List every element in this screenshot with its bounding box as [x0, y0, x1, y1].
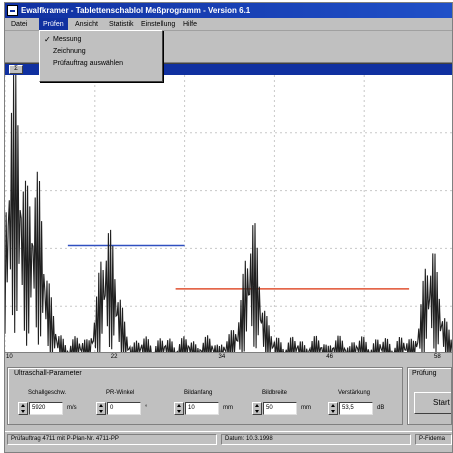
- start-button[interactable]: Start: [414, 392, 451, 414]
- param-value-field[interactable]: 5920: [29, 402, 63, 415]
- x-axis-strip: 10 22 34 46 58: [5, 352, 452, 364]
- menu-statistik[interactable]: Statistik: [109, 21, 134, 28]
- parameters-title: Ultraschall-Parameter: [14, 370, 82, 377]
- menu-pruefen[interactable]: Prüfen: [39, 18, 68, 31]
- spinner-arrows-icon[interactable]: [252, 402, 262, 415]
- app-icon[interactable]: [7, 5, 18, 16]
- ultrasound-signal-plot: [5, 75, 452, 364]
- param-3: Bildbreite 50 mm: [252, 390, 322, 420]
- param-unit: °: [145, 405, 148, 411]
- param-unit: m/s: [67, 405, 77, 411]
- x-tick-label: 58: [434, 354, 441, 360]
- dropdown-item-label: Prüfauftrag auswählen: [53, 60, 124, 67]
- plot-markers: [67, 244, 410, 290]
- x-tick-label: 22: [110, 354, 118, 360]
- param-0: Schallgeschw. 5920 m/s: [18, 390, 88, 420]
- menu-einstellung[interactable]: Einstellung: [141, 21, 176, 28]
- param-unit: mm: [301, 405, 311, 411]
- status-bar: Prüfauftrag 4711 mit P-Plan-Nr. 4711-PP …: [5, 431, 452, 446]
- param-label: Bildanfang: [184, 390, 213, 396]
- window-title: Ewalfkramer - Tablettenschablol Meßprogr…: [21, 6, 251, 15]
- spinner-arrows-icon[interactable]: [18, 402, 28, 415]
- param-label: Bildbreite: [262, 390, 288, 396]
- param-4: Verstärkung 53,5 dB: [328, 390, 398, 420]
- title-bar[interactable]: Ewalfkramer - Tablettenschablol Meßprogr…: [5, 3, 452, 18]
- menu-datei[interactable]: Datei: [11, 21, 28, 28]
- param-2: Bildanfang 10 mm: [174, 390, 244, 420]
- pruefung-title: Prüfung: [412, 370, 437, 377]
- ultrasound-parameters-panel: Ultraschall-Parameter Schallgeschw. 5920 m…: [7, 367, 403, 425]
- dropdown-item-pruefauftrag[interactable]: Prüfauftrag auswählen: [42, 58, 160, 69]
- x-tick-label: 46: [326, 354, 333, 360]
- status-order: Prüfauftrag 4711 mit P-Plan-Nr. 4711-PP: [7, 434, 217, 445]
- dropdown-item-zeichnung[interactable]: Zeichnung: [42, 46, 160, 57]
- param-value-field[interactable]: 0: [107, 402, 141, 415]
- param-label: PR-Winkel: [106, 390, 135, 396]
- pruefung-panel: Prüfung Start: [407, 367, 452, 425]
- checkmark-icon: ✓: [44, 35, 51, 44]
- spinner-arrows-icon[interactable]: [174, 402, 184, 415]
- chart-title-bar: Σ: [5, 64, 452, 75]
- dropdown-item-label: Messung: [53, 36, 82, 43]
- plot-grid: [5, 75, 452, 364]
- dropdown-item-messung[interactable]: ✓ Messung: [42, 34, 160, 45]
- param-label: Schallgeschw.: [28, 390, 67, 396]
- chart-system-menu-button[interactable]: Σ: [9, 65, 23, 74]
- pruefen-dropdown-menu: ✓ Messung Zeichnung Prüfauftrag auswähle…: [39, 30, 163, 82]
- app-window: Ewalfkramer - Tablettenschablol Meßprogr…: [4, 2, 453, 453]
- param-1: PR-Winkel 0 °: [96, 390, 166, 420]
- status-date: Datum: 10.3.1998: [221, 434, 411, 445]
- param-unit: dB: [377, 405, 385, 411]
- measurement-chart-panel: Σ: [5, 63, 452, 364]
- menu-hilfe[interactable]: Hilfe: [183, 21, 198, 28]
- x-tick-label: 10: [6, 354, 13, 360]
- param-value-field[interactable]: 50: [263, 402, 297, 415]
- param-value-field[interactable]: 10: [185, 402, 219, 415]
- spinner-arrows-icon[interactable]: [328, 402, 338, 415]
- param-unit: mm: [223, 405, 233, 411]
- signal-series-line: [5, 75, 452, 363]
- spinner-arrows-icon[interactable]: [96, 402, 106, 415]
- param-value-field[interactable]: 53,5: [339, 402, 373, 415]
- menu-bar: Datei Prüfen Ansicht Statistik Einstellu…: [5, 18, 452, 31]
- param-label: Verstärkung: [338, 390, 371, 396]
- menu-ansicht[interactable]: Ansicht: [75, 21, 98, 28]
- dropdown-item-label: Zeichnung: [53, 48, 86, 55]
- plot-series: [5, 75, 452, 363]
- x-tick-label: 34: [218, 354, 226, 360]
- status-extra: P-Fidema: [415, 434, 452, 445]
